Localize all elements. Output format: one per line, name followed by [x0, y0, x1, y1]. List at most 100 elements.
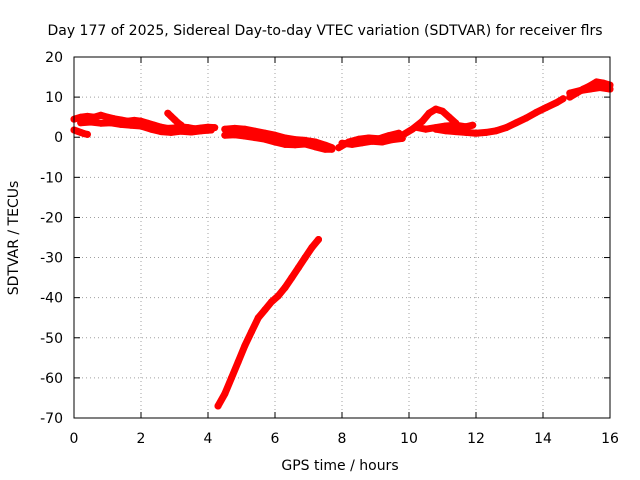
data-point	[338, 139, 346, 147]
data-point	[254, 314, 262, 322]
data-point	[228, 374, 235, 382]
data-point	[167, 128, 175, 136]
data-point	[177, 127, 185, 135]
data-point	[358, 139, 366, 147]
data-trace	[214, 236, 322, 410]
data-point	[439, 107, 446, 115]
data-point	[576, 87, 584, 95]
data-point	[368, 137, 376, 145]
data-point	[412, 123, 420, 131]
x-tick-label: 14	[534, 431, 552, 447]
data-point	[482, 128, 490, 136]
data-point	[492, 127, 500, 135]
data-point	[522, 114, 530, 122]
data-point	[268, 298, 276, 306]
y-axis-label: SDTVAR / TECUs	[6, 181, 22, 296]
data-point	[83, 130, 91, 138]
data-point	[311, 143, 319, 151]
data-point	[261, 129, 269, 137]
grid-lines	[74, 57, 610, 418]
data-point	[251, 134, 259, 142]
data-point	[301, 140, 309, 148]
data-point	[502, 124, 510, 132]
x-tick-label: 16	[601, 431, 619, 447]
data-point	[271, 131, 279, 139]
x-tick-label: 12	[467, 431, 485, 447]
data-point	[469, 121, 477, 129]
data-point	[127, 121, 135, 129]
y-tick-label: -30	[40, 251, 63, 267]
data-point	[418, 117, 426, 125]
data-point	[472, 129, 480, 137]
data-point	[241, 132, 249, 140]
data-point	[348, 140, 356, 148]
data-point	[452, 121, 460, 129]
data-point	[241, 125, 249, 133]
data-point	[321, 145, 329, 153]
data-point	[97, 111, 105, 119]
data-point	[157, 128, 165, 136]
y-tick-label: -60	[40, 371, 63, 387]
data-point	[77, 113, 85, 121]
data-point	[301, 254, 309, 262]
y-tick-label: 10	[45, 90, 63, 106]
data-point	[231, 124, 239, 132]
data-point	[187, 128, 195, 136]
data-point	[271, 138, 279, 146]
y-tick-label: -40	[40, 291, 63, 307]
data-point	[586, 85, 594, 93]
data-point	[445, 113, 453, 121]
data-point	[398, 131, 406, 139]
data-point	[77, 119, 85, 127]
data-point	[432, 125, 440, 133]
data-point	[291, 141, 299, 149]
data-point	[241, 342, 249, 350]
y-tick-label: -10	[40, 170, 63, 186]
data-point	[281, 134, 289, 142]
data-point	[221, 131, 229, 139]
y-tick-label: -50	[40, 331, 63, 347]
data-point	[542, 104, 550, 111]
data-point	[512, 119, 520, 127]
data-point	[117, 120, 125, 128]
data-point	[214, 402, 222, 410]
data-point	[261, 306, 269, 314]
data-point	[177, 121, 185, 129]
data-point	[328, 145, 336, 153]
data-point	[288, 274, 296, 282]
axis-ticks: 0 2 4 6 8 10 12 14 16 -70 -60 -50 -40 -30 -20 -10 0 10 20	[40, 50, 619, 447]
data-point	[593, 78, 601, 86]
data-point	[251, 127, 259, 135]
data-point	[388, 136, 396, 144]
data-point	[295, 264, 302, 272]
data-point	[87, 118, 95, 126]
data-point	[104, 113, 111, 121]
data-point	[566, 89, 574, 97]
data-point	[231, 131, 239, 139]
y-tick-label: -70	[40, 411, 63, 427]
y-tick-label: 0	[54, 130, 63, 146]
data-series	[70, 78, 614, 410]
data-point	[147, 125, 155, 133]
y-tick-label: 20	[45, 50, 63, 66]
data-point	[137, 122, 145, 130]
data-point	[274, 292, 282, 300]
x-tick-label: 2	[137, 431, 146, 447]
x-tick-label: 0	[70, 431, 79, 447]
data-point	[221, 390, 229, 398]
x-tick-label: 10	[400, 431, 418, 447]
y-tick-label: -20	[40, 210, 63, 226]
x-tick-label: 6	[271, 431, 280, 447]
data-point	[596, 84, 604, 91]
data-point	[248, 328, 255, 336]
data-point	[452, 128, 460, 136]
data-point	[261, 135, 269, 143]
data-point	[425, 109, 433, 117]
data-point	[221, 125, 229, 133]
data-point	[532, 108, 540, 116]
data-point	[462, 128, 470, 136]
data-point	[83, 112, 91, 120]
data-point	[315, 236, 322, 243]
data-point	[559, 95, 567, 103]
